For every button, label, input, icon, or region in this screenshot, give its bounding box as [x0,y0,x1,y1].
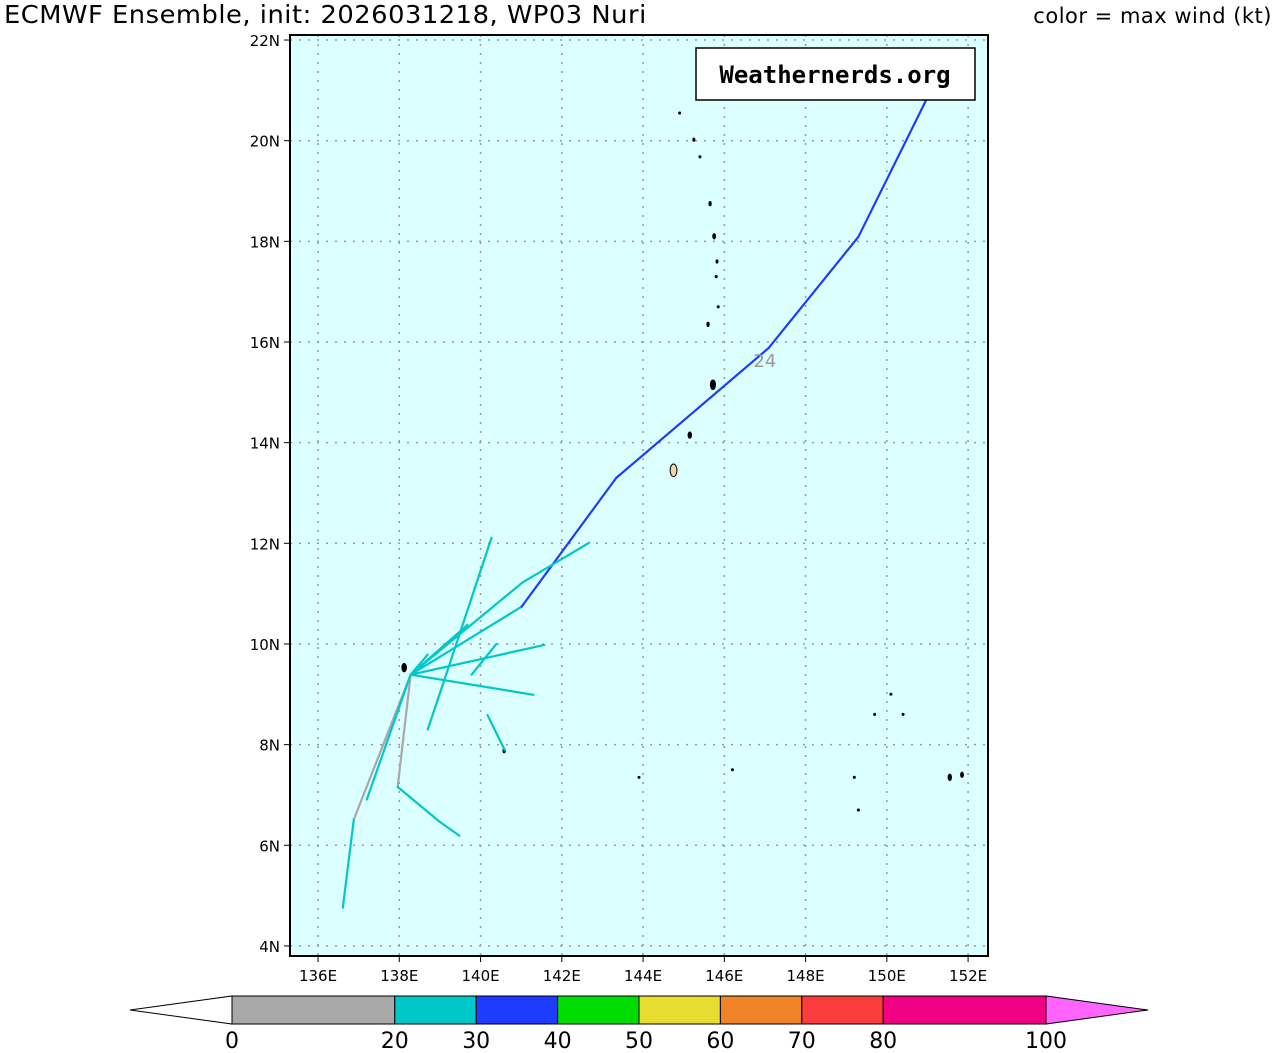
colorbar-segment [719,995,803,1025]
colorbar-segment [231,995,396,1025]
island [712,233,717,240]
track-segment [396,785,441,823]
island [856,808,860,812]
track-segment [615,346,770,479]
lat-tick-label: 12N [250,535,280,553]
colorbar-label: 50 [625,1029,653,1053]
colorbar-segment [394,995,477,1025]
lat-tick-label: 18N [250,233,280,251]
track-segment [409,643,546,676]
track-segment [426,683,444,731]
colorbar-over-arrow [1045,995,1149,1025]
lat-tick-label: 20N [250,133,280,151]
island [716,305,720,309]
track-segment [409,673,535,696]
island [678,111,682,115]
forecast-hour-label: 24 [753,351,776,372]
colorbar-label: 100 [1025,1029,1067,1053]
island [901,712,905,716]
colorbar-segment [882,995,1047,1025]
colorbar-label: 30 [462,1029,490,1053]
colorbar-label: 40 [544,1029,572,1053]
watermark-text: Weathernerds.org [719,61,950,89]
track-segment [438,820,461,837]
island [401,662,407,673]
track-segment [341,818,355,909]
plot-title: ECMWF Ensemble, init: 2026031218, WP03 N… [4,0,647,29]
plot-frame [289,34,989,957]
watermark-box [695,47,976,101]
track-segment [470,642,498,676]
lon-tick-label: 148E [787,967,825,985]
track-segment [857,98,928,238]
lon-tick-label: 140E [461,967,499,985]
colorbar-under-arrow [129,995,233,1025]
colorbar-label: 20 [381,1029,409,1053]
island [852,775,856,779]
island [687,431,692,439]
island [873,712,877,716]
lat-tick-label: 16N [250,334,280,352]
colorbar-label: 70 [788,1029,816,1053]
lat-tick-label: 8N [259,737,280,755]
lon-tick-label: 144E [624,967,662,985]
color-legend-note: color = max wind (kt) [1033,4,1272,28]
island [730,768,734,772]
colorbar-label: 60 [706,1029,734,1053]
colorbar-segment [801,995,884,1025]
lat-tick-label: 14N [250,435,280,453]
colorbar-label: 80 [869,1029,897,1053]
island [714,275,718,279]
ocean-background [290,35,988,956]
colorbar-segment [475,995,559,1025]
lat-tick-label: 6N [259,837,280,855]
lon-tick-label: 138E [380,967,418,985]
island [947,773,953,782]
lat-tick-label: 22N [250,32,280,50]
island [637,775,641,779]
lon-tick-label: 136E [299,967,337,985]
island [960,771,964,778]
island [692,137,696,142]
track-segment [521,541,591,584]
island [709,379,717,391]
track-segment [409,653,429,676]
island [698,155,702,159]
colorbar-segment [557,995,640,1025]
track-segment [365,673,412,801]
track-segment [409,605,523,676]
colorbar-label: 0 [225,1029,239,1053]
track-segment [441,536,493,686]
track-segment [486,713,506,751]
island [889,692,893,696]
island [669,463,678,478]
lon-tick-label: 150E [868,967,906,985]
lat-tick-label: 4N [259,938,280,956]
lon-tick-label: 142E [543,967,581,985]
island [706,321,710,327]
island [715,259,719,264]
lon-tick-label: 152E [949,967,987,985]
track-segment [520,476,618,608]
track-segment [767,235,860,350]
track-segment [396,673,412,788]
track-segment [409,623,469,676]
island [708,200,712,207]
lon-tick-label: 146E [705,967,743,985]
lat-tick-label: 10N [250,636,280,654]
colorbar-segment [638,995,721,1025]
